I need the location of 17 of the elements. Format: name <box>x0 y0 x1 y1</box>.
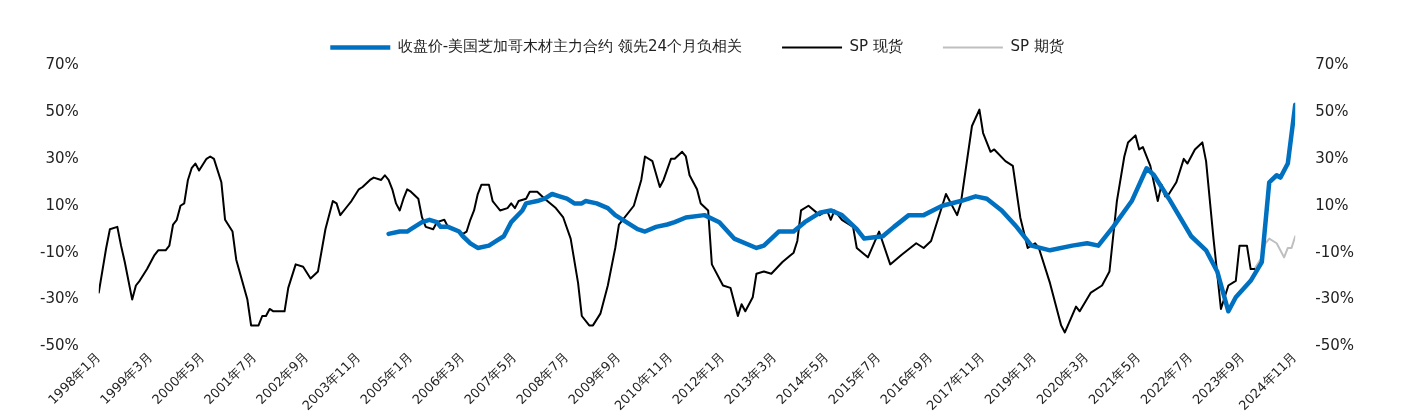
y2-tick-label: 10% <box>1315 195 1349 214</box>
y-tick-label: -30% <box>39 289 79 308</box>
y-tick-label: -10% <box>39 242 79 261</box>
y2-tick-label: -50% <box>1315 336 1355 355</box>
y-tick-label: 50% <box>45 101 79 120</box>
y-tick-label: 30% <box>45 148 79 167</box>
y-tick-label: 10% <box>45 195 79 214</box>
legend-label: SP 期货 <box>1010 37 1064 56</box>
y-tick-label: 70% <box>45 54 79 73</box>
y2-tick-label: -30% <box>1315 289 1355 308</box>
y2-tick-label: -10% <box>1315 242 1355 261</box>
y2-tick-label: 30% <box>1315 148 1349 167</box>
y-tick-label: -50% <box>39 336 79 355</box>
legend-label: SP 现货 <box>849 37 903 56</box>
y2-tick-label: 70% <box>1315 54 1349 73</box>
y2-tick-label: 50% <box>1315 101 1349 120</box>
legend-label: 收盘价-美国芝加哥木材主力合约 领先24个月负相关 <box>397 37 743 56</box>
